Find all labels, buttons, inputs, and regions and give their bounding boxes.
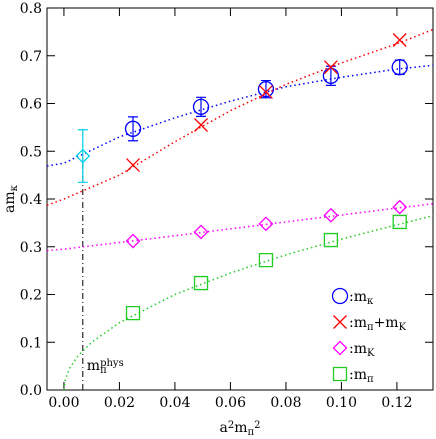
- legend-marker: [333, 315, 347, 329]
- marker: [391, 59, 408, 76]
- text-part: m: [354, 289, 367, 305]
- legend-separator: :: [349, 289, 354, 305]
- text-part: 2: [254, 420, 260, 431]
- text-part: phys: [100, 358, 124, 369]
- text-part: a: [220, 420, 228, 436]
- legend-separator: :: [349, 315, 354, 331]
- marker: [323, 207, 339, 223]
- legend-marker: [332, 340, 348, 356]
- marker: [257, 81, 275, 98]
- x-tick-label: 0.00: [48, 395, 79, 411]
- marker: [124, 120, 142, 137]
- text-part: m: [354, 367, 367, 383]
- x-axis-label: a2mπ2: [220, 420, 261, 438]
- y-tick-label: 0.6: [20, 97, 42, 113]
- text-part: m: [87, 358, 100, 374]
- marker: [323, 232, 339, 248]
- text-part: K: [367, 348, 375, 359]
- marker: [258, 216, 274, 232]
- marker: [392, 214, 407, 230]
- marker: [392, 33, 407, 47]
- error-bar: [260, 79, 271, 99]
- fit-curve: [63, 214, 434, 391]
- y-axis-label: amκ: [2, 184, 20, 213]
- marker: [322, 67, 340, 84]
- y-tick-label: 0.8: [20, 1, 42, 17]
- fit-curve: [46, 28, 434, 206]
- text-part: K: [399, 322, 407, 333]
- x-tick-label: 0.02: [104, 395, 135, 411]
- y-tick-label: 0.1: [20, 335, 42, 351]
- marker: [323, 60, 338, 75]
- x-tick-label: 0.12: [381, 395, 412, 411]
- legend-separator: :: [349, 367, 354, 383]
- y-tick-label: 0.2: [20, 288, 42, 304]
- text-part: κ: [9, 184, 20, 191]
- legend-label: :mK: [349, 341, 375, 359]
- marker: [75, 148, 91, 164]
- legend-label: :mκ: [349, 289, 374, 307]
- error-bar: [394, 59, 405, 75]
- y-tick-label: 0.7: [20, 49, 42, 65]
- marker: [193, 275, 209, 291]
- text-part: π: [248, 427, 255, 438]
- error-bar: [128, 116, 139, 142]
- x-tick-label: 0.04: [159, 395, 190, 411]
- marker: [125, 305, 141, 321]
- x-tick-label: 0.06: [215, 395, 246, 411]
- legend-separator: :: [349, 341, 354, 357]
- legend-label: :mπ: [349, 367, 374, 385]
- marker: [126, 158, 140, 173]
- x-tick-label: 0.08: [270, 395, 301, 411]
- legend-marker: [331, 287, 349, 305]
- text-part: am: [2, 191, 18, 213]
- y-tick-label: 0.0: [20, 383, 42, 399]
- text-part: κ: [367, 296, 374, 307]
- marker: [258, 85, 273, 99]
- legend-label: :mπ+mK: [349, 315, 407, 333]
- error-bar: [196, 96, 207, 117]
- text-part: m: [354, 341, 367, 357]
- marker: [392, 199, 408, 215]
- error-bar: [77, 129, 88, 183]
- marker: [193, 224, 209, 240]
- text-part: m: [354, 315, 367, 331]
- text-part: π: [367, 322, 374, 333]
- text-part: +m: [374, 315, 399, 331]
- text-part: π: [367, 374, 374, 385]
- text-part: π: [100, 365, 107, 376]
- y-tick-label: 0.4: [20, 192, 42, 208]
- fit-curve: [46, 203, 434, 252]
- marker: [192, 98, 210, 115]
- x-tick-label: 0.10: [326, 395, 357, 411]
- y-tick-label: 0.3: [20, 240, 42, 256]
- text-part: m: [234, 420, 247, 436]
- annotation: mπphys: [87, 358, 124, 376]
- fit-curve: [46, 64, 434, 167]
- marker: [125, 233, 141, 249]
- text-part: 2: [228, 420, 234, 431]
- legend-marker: [332, 366, 348, 382]
- y-tick-label: 0.5: [20, 144, 42, 160]
- marker: [258, 252, 274, 268]
- marker: [194, 118, 208, 132]
